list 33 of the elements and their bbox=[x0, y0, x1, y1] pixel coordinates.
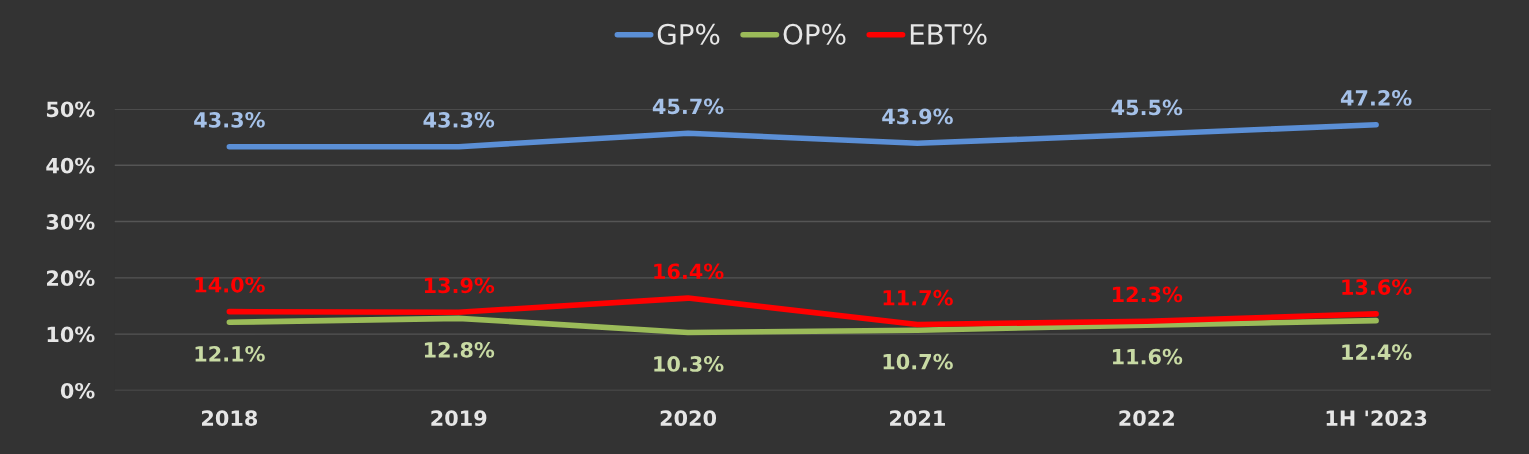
data-label: 45.5% bbox=[1111, 99, 1183, 116]
x-tick-label: 1H '2023 bbox=[1326, 410, 1427, 427]
data-label: 43.3% bbox=[423, 111, 495, 128]
data-label: 10.7% bbox=[883, 353, 953, 370]
data-label: 11.6% bbox=[1112, 348, 1183, 365]
x-tick-label: 2019 bbox=[431, 410, 487, 427]
data-label: 43.9% bbox=[882, 108, 953, 125]
y-tick-label: 30% bbox=[46, 214, 95, 230]
y-tick-label: 0% bbox=[60, 382, 95, 399]
data-label: 16.4% bbox=[654, 263, 724, 280]
data-label: 45.7% bbox=[652, 98, 724, 115]
data-label: 12.8% bbox=[424, 342, 495, 358]
data-label: 12.1% bbox=[195, 345, 265, 362]
legend-label: EBT% bbox=[910, 23, 987, 45]
x-tick-label: 2021 bbox=[890, 410, 945, 427]
x-tick-label: 2020 bbox=[660, 410, 717, 427]
data-label: 14.0% bbox=[195, 276, 265, 293]
data-label: 43.3% bbox=[194, 111, 265, 128]
legend-label: GP% bbox=[657, 23, 720, 45]
data-label: 47.2% bbox=[1340, 90, 1412, 106]
y-tick-label: 20% bbox=[47, 270, 95, 287]
x-tick-label: 2022 bbox=[1119, 410, 1174, 427]
data-label: 11.7% bbox=[883, 289, 953, 306]
data-label: 13.6% bbox=[1342, 279, 1412, 295]
data-label: 10.3% bbox=[654, 356, 724, 372]
x-tick-label: 2018 bbox=[202, 410, 258, 427]
data-label: 12.4% bbox=[1342, 344, 1412, 361]
y-tick-label: 10% bbox=[47, 326, 95, 343]
data-label: 13.9% bbox=[424, 277, 495, 294]
data-label: 12.3% bbox=[1112, 286, 1183, 303]
y-tick-label: 50% bbox=[46, 101, 95, 118]
y-tick-label: 40% bbox=[46, 157, 95, 174]
legend-label: OP% bbox=[783, 23, 846, 45]
